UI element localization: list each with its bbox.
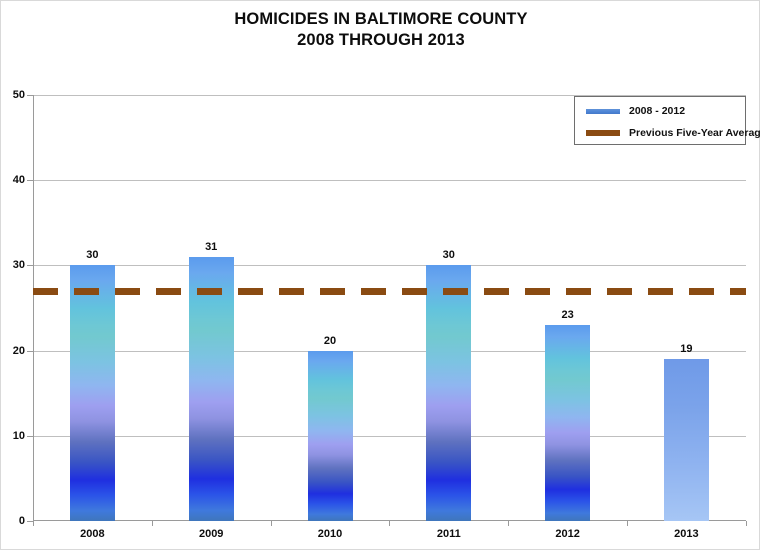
x-tick-mark-6	[745, 521, 747, 526]
gridline-40	[33, 180, 746, 182]
y-axis-labels: 0 10 20 30 40 50	[1, 89, 29, 527]
bar-2013[interactable]	[664, 359, 709, 521]
plot-area: 30 31 20 30 23 19	[33, 95, 746, 521]
previous-five-year-average-line	[33, 288, 746, 295]
y-axis-tick-marks	[1, 95, 33, 522]
bar-value-label-2011: 30	[442, 249, 455, 262]
gridline-50	[33, 95, 746, 96]
y-tick-mark-10	[27, 435, 33, 437]
y-axis-line	[33, 95, 34, 521]
legend-swatch-average-icon	[586, 130, 620, 136]
x-tick-label-2010: 2010	[317, 528, 343, 540]
bar-slot-2013[interactable]: 19	[627, 95, 746, 521]
bar-2010[interactable]	[307, 350, 353, 521]
gridline-10	[33, 435, 746, 437]
x-tick-label-2013: 2013	[674, 528, 699, 540]
y-tick-label-50: 50	[12, 89, 25, 101]
bar-slot-2011[interactable]: 30	[389, 95, 508, 521]
bar-2008[interactable]	[70, 265, 115, 521]
bar-2011[interactable]	[426, 265, 472, 521]
bar-slot-2009[interactable]: 31	[152, 95, 271, 521]
y-tick-label-10: 10	[12, 429, 25, 442]
bar-slot-2010[interactable]: 20	[271, 95, 390, 521]
bar-2009[interactable]	[188, 256, 234, 521]
bar-value-label-2009: 31	[205, 240, 218, 253]
x-tick-mark-1	[151, 521, 153, 526]
y-tick-mark-30	[27, 265, 33, 267]
x-tick-label-2012: 2012	[555, 528, 580, 540]
x-tick-label-2009: 2009	[198, 528, 224, 540]
x-tick-label-2011: 2011	[436, 528, 461, 540]
x-tick-mark-3	[389, 521, 391, 526]
x-tick-mark-4	[508, 521, 510, 526]
x-axis-tick-marks	[33, 521, 747, 527]
legend-label-average: Previous Five-Year Average	[629, 127, 760, 139]
legend-entry-series[interactable]: 2008 - 2012	[575, 100, 747, 122]
bar-value-label-2010: 20	[323, 334, 337, 347]
legend-label-series: 2008 - 2012	[629, 105, 686, 117]
y-tick-mark-0	[27, 521, 33, 522]
y-tick-label-30: 30	[12, 259, 25, 272]
y-tick-label-40: 40	[12, 174, 25, 187]
y-tick-mark-40	[27, 180, 33, 182]
bar-2012[interactable]	[545, 325, 591, 521]
gridline-30	[33, 265, 746, 267]
chart-legend[interactable]: 2008 - 2012 Previous Five-Year Average	[574, 96, 760, 145]
bar-slot-2008[interactable]: 30	[33, 95, 152, 521]
y-tick-label-0: 0	[18, 515, 25, 527]
x-axis-labels: 2008 2009 2010 2011 2012 2013	[33, 525, 746, 547]
gridline-20	[33, 350, 746, 352]
x-tick-mark-5	[627, 521, 628, 526]
bar-value-label-2012: 23	[561, 309, 574, 322]
bar-value-label-2013: 19	[680, 343, 693, 356]
legend-entry-average[interactable]: Previous Five-Year Average	[575, 122, 760, 144]
x-tick-mark-0	[33, 521, 34, 526]
bar-slot-2012[interactable]: 23	[508, 95, 627, 521]
y-tick-label-20: 20	[12, 344, 25, 357]
y-tick-mark-50	[27, 95, 33, 96]
chart-title-line-2: 2008 THROUGH 2013	[297, 31, 465, 49]
bar-value-label-2008: 30	[86, 249, 99, 262]
y-tick-mark-20	[27, 350, 33, 352]
x-axis-line	[33, 520, 746, 521]
x-tick-label-2008: 2008	[80, 528, 105, 540]
legend-swatch-series-icon	[586, 108, 620, 114]
x-tick-mark-2	[270, 521, 272, 526]
chart-title-line-1: HOMICIDES IN BALTIMORE COUNTY	[234, 10, 528, 28]
chart-title: HOMICIDES IN BALTIMORE COUNTY 2008 THROU…	[1, 9, 760, 51]
